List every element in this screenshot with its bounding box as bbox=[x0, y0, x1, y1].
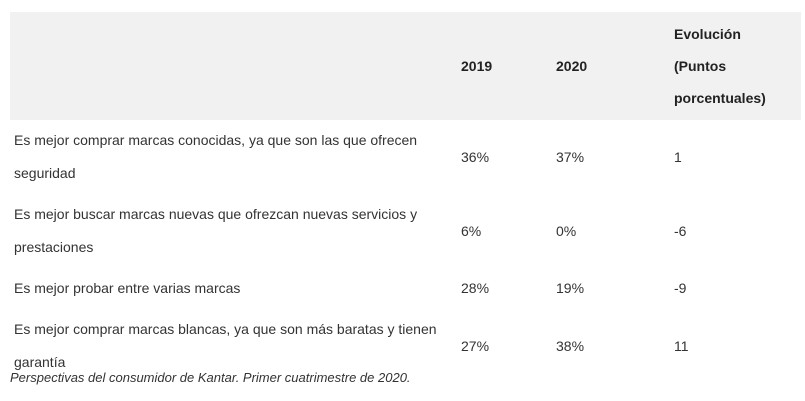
row-statement: Es mejor buscar marcas nuevas que ofrezc… bbox=[14, 206, 418, 255]
row-value-2020: 19% bbox=[556, 280, 585, 296]
table-body: Es mejor comprar marcas conocidas, ya qu… bbox=[10, 120, 801, 383]
header-evolution: Evolución (Puntos porcentuales) bbox=[674, 26, 766, 106]
row-statement: Es mejor comprar marcas blancas, ya que … bbox=[14, 321, 437, 370]
row-evolution: 11 bbox=[674, 337, 689, 354]
table-row: Es mejor probar entre varias marcas 28% … bbox=[10, 268, 801, 309]
row-value-2020: 0% bbox=[556, 222, 577, 239]
row-value-2019: 6% bbox=[461, 222, 482, 239]
row-evolution: -6 bbox=[674, 222, 687, 239]
header-2019: 2019 bbox=[461, 58, 493, 74]
header-statement bbox=[10, 12, 451, 120]
table-row: Es mejor comprar marcas conocidas, ya qu… bbox=[10, 120, 801, 194]
row-statement: Es mejor comprar marcas conocidas, ya qu… bbox=[14, 132, 418, 181]
row-value-2020: 37% bbox=[556, 148, 585, 165]
row-value-2020: 38% bbox=[556, 337, 585, 354]
table-row: Es mejor buscar marcas nuevas que ofrezc… bbox=[10, 194, 801, 268]
header-2020: 2020 bbox=[556, 58, 588, 74]
row-value-2019: 27% bbox=[461, 337, 490, 354]
row-evolution: 1 bbox=[674, 148, 682, 165]
row-statement: Es mejor probar entre varias marcas bbox=[14, 280, 241, 296]
table-header: 2019 2020 Evolución (Puntos porcentuales… bbox=[10, 12, 801, 120]
row-evolution: -9 bbox=[674, 280, 687, 296]
row-value-2019: 36% bbox=[461, 148, 490, 165]
row-value-2019: 28% bbox=[461, 280, 490, 296]
survey-table: 2019 2020 Evolución (Puntos porcentuales… bbox=[10, 12, 801, 383]
table-row: Es mejor comprar marcas blancas, ya que … bbox=[10, 309, 801, 383]
table-caption: Perspectivas del consumidor de Kantar. P… bbox=[10, 370, 411, 385]
header-row: 2019 2020 Evolución (Puntos porcentuales… bbox=[10, 12, 801, 120]
